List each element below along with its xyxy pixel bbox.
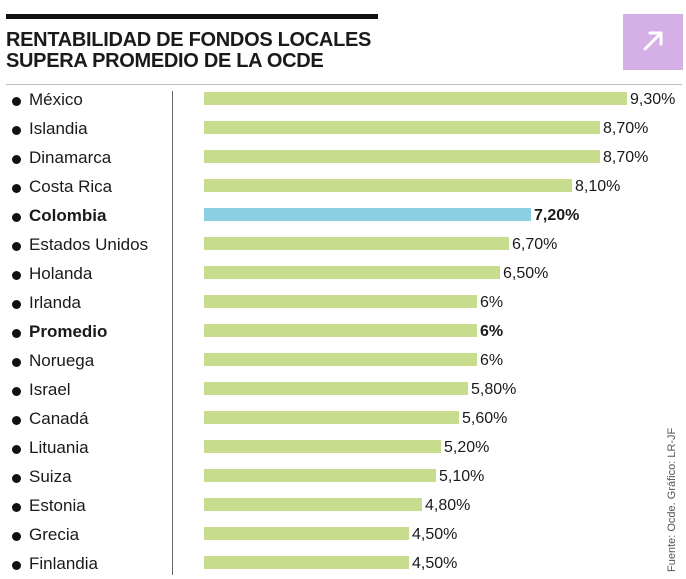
bar	[204, 179, 572, 192]
chart-title: RENTABILIDAD DE FONDOS LOCALES SUPERA PR…	[6, 30, 406, 72]
bullet-icon	[12, 242, 21, 251]
value-label: 4,80%	[425, 497, 471, 514]
category-label: Suiza	[29, 467, 72, 486]
value-label: 6,70%	[512, 236, 558, 253]
category-label: Grecia	[29, 525, 80, 544]
bar-row: Dinamarca 8,70%	[0, 144, 686, 173]
value-label: 5,20%	[444, 439, 490, 456]
category-label: Islandia	[29, 119, 88, 138]
value-label: 8,70%	[603, 149, 649, 166]
category-axis-line	[172, 91, 173, 575]
bar-row: Islandia 8,70%	[0, 115, 686, 144]
category-label: Canadá	[29, 409, 89, 428]
value-label: 8,70%	[603, 120, 649, 137]
bullet-icon	[12, 503, 21, 512]
category-label: Irlanda	[29, 293, 81, 312]
bullet-icon	[12, 329, 21, 338]
bar-row: Lituania 5,20%	[0, 434, 686, 463]
bullet-icon	[12, 300, 21, 309]
bar	[204, 121, 600, 134]
value-label: 8,10%	[575, 178, 621, 195]
category-label: Colombia	[29, 206, 107, 225]
bar-row: Canadá 5,60%	[0, 405, 686, 434]
value-label: 6,50%	[503, 265, 549, 282]
bar-row: Grecia 4,50%	[0, 521, 686, 550]
value-label: 7,20%	[534, 207, 580, 224]
bar	[204, 527, 409, 540]
category-label: Lituania	[29, 438, 89, 457]
bullet-icon	[12, 358, 21, 367]
bar	[204, 411, 459, 424]
category-label: Finlandia	[29, 554, 98, 573]
bullet-icon	[12, 445, 21, 454]
bullet-icon	[12, 387, 21, 396]
value-label: 5,60%	[462, 410, 508, 427]
bar	[204, 266, 500, 279]
bar	[204, 498, 422, 511]
bar-row: Noruega 6%	[0, 347, 686, 376]
value-label: 4,50%	[412, 526, 458, 543]
header-divider	[6, 84, 682, 85]
value-label: 6%	[480, 294, 504, 311]
bullet-icon	[12, 532, 21, 541]
bar	[204, 295, 477, 308]
bar	[204, 92, 627, 105]
bar	[204, 382, 468, 395]
top-rule	[6, 14, 378, 19]
bullet-icon	[12, 155, 21, 164]
bar-row: Estados Unidos 6,70%	[0, 231, 686, 260]
bar-row: Colombia 7,20%	[0, 202, 686, 231]
category-label: Estonia	[29, 496, 86, 515]
category-label: Estados Unidos	[29, 235, 149, 254]
bar-row: México 9,30%	[0, 86, 686, 115]
bullet-icon	[12, 271, 21, 280]
bar-row: Costa Rica 8,10%	[0, 173, 686, 202]
bar	[204, 353, 477, 366]
category-label: México	[29, 90, 83, 109]
bar	[204, 208, 531, 221]
chart-title-line-2: SUPERA PROMEDIO DE LA OCDE	[6, 50, 324, 72]
value-label: 6%	[480, 323, 504, 340]
bullet-icon	[12, 416, 21, 425]
category-label: Costa Rica	[29, 177, 113, 196]
bullet-icon	[12, 126, 21, 135]
category-label: Holanda	[29, 264, 93, 283]
category-label: Israel	[29, 380, 71, 399]
value-label: 5,10%	[439, 468, 485, 485]
arrow-up-right-icon	[643, 31, 663, 51]
bar	[204, 556, 409, 569]
bullet-icon	[12, 213, 21, 222]
bar	[204, 237, 509, 250]
bar-row: Finlandia 4,50%	[0, 550, 686, 579]
value-label: 6%	[480, 352, 504, 369]
source-note: Fuente: Ocde. Gráfico: LR-JF	[666, 427, 678, 572]
bar-row: Holanda 6,50%	[0, 260, 686, 289]
expand-button[interactable]	[623, 14, 683, 70]
category-label: Promedio	[29, 322, 108, 341]
bar	[204, 440, 441, 453]
bar	[204, 469, 436, 482]
category-label: Noruega	[29, 351, 95, 370]
bullet-icon	[12, 474, 21, 483]
chart-title-line-1: RENTABILIDAD DE FONDOS LOCALES	[6, 29, 372, 51]
bar-row: Suiza 5,10%	[0, 463, 686, 492]
bullet-icon	[12, 97, 21, 106]
bullet-icon	[12, 184, 21, 193]
bar	[204, 150, 600, 163]
bar-row: Promedio 6%	[0, 318, 686, 347]
value-label: 4,50%	[412, 555, 458, 572]
value-label: 9,30%	[630, 91, 676, 108]
category-label: Dinamarca	[29, 148, 112, 167]
bar-row: Israel 5,80%	[0, 376, 686, 405]
bar-row: Estonia 4,80%	[0, 492, 686, 521]
bar-row: Irlanda 6%	[0, 289, 686, 318]
value-label: 5,80%	[471, 381, 517, 398]
bullet-icon	[12, 561, 21, 570]
bar	[204, 324, 477, 337]
